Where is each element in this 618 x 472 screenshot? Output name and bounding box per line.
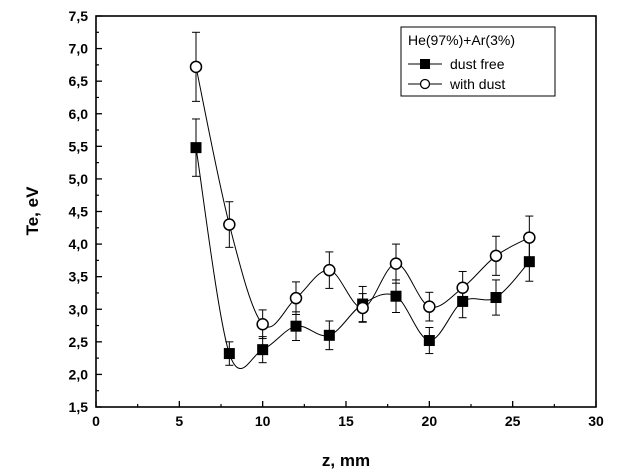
- data-point-dust-free: [423, 335, 435, 347]
- y-tick-label: 3,0: [69, 301, 89, 317]
- legend-marker-with-dust: [419, 78, 431, 90]
- data-point-dust-free: [390, 290, 402, 302]
- y-tick-label: 3,5: [69, 269, 89, 285]
- y-tick-label: 7,0: [69, 41, 89, 57]
- data-point-dust-free: [323, 329, 335, 341]
- y-tick-label: 5,5: [69, 138, 89, 154]
- data-point-with-dust: [189, 60, 203, 74]
- x-tick-label: 15: [338, 413, 354, 429]
- y-axis-title: Te, eV: [23, 186, 42, 235]
- data-point-with-dust: [356, 301, 369, 315]
- data-point-dust-free: [490, 292, 502, 304]
- data-point-with-dust: [489, 249, 503, 263]
- y-tick-label: 4,0: [69, 236, 89, 252]
- legend-marker-dust-free: [420, 59, 430, 69]
- y-tick-label: 5,0: [69, 171, 89, 187]
- y-tick-label: 2,0: [69, 366, 89, 382]
- data-point-dust-free: [523, 256, 535, 268]
- y-tick-label: 2,5: [69, 334, 89, 350]
- x-tick-label: 25: [505, 413, 521, 429]
- x-tick-label: 20: [422, 413, 438, 429]
- data-point-dust-free: [190, 142, 202, 154]
- data-point-with-dust: [256, 317, 269, 331]
- series-line-dust-free: [195, 147, 530, 369]
- y-tick-label: 1,5: [69, 399, 89, 415]
- x-tick-label: 0: [92, 413, 100, 429]
- x-tick-label: 30: [588, 413, 604, 429]
- data-point-with-dust: [223, 218, 236, 231]
- legend: He(97%)+Ar(3%) dust free with dust: [400, 26, 556, 97]
- data-point-dust-free: [290, 320, 302, 332]
- y-tick-label: 6,5: [69, 73, 89, 89]
- data-point-with-dust: [389, 257, 403, 270]
- data-point-dust-free: [223, 348, 235, 360]
- data-point-with-dust: [423, 300, 436, 313]
- legend-label-with-dust: with dust: [449, 76, 505, 92]
- data-point-dust-free: [257, 344, 269, 356]
- y-tick-label: 4,5: [69, 204, 89, 220]
- data-point-with-dust: [523, 231, 536, 244]
- legend-title: He(97%)+Ar(3%): [408, 32, 515, 48]
- series-with-dust: [189, 31, 536, 340]
- data-point-with-dust: [456, 281, 469, 294]
- x-tick-label: 10: [255, 413, 271, 429]
- data-point-with-dust: [323, 263, 336, 277]
- y-tick-label: 7,5: [69, 8, 89, 24]
- data-point-with-dust: [289, 291, 303, 305]
- y-tick-label: 6,0: [69, 106, 89, 122]
- legend-label-dust-free: dust free: [450, 56, 505, 72]
- x-tick-label: 5: [175, 413, 183, 429]
- series-dust-free: [190, 118, 535, 369]
- x-axis-title: z, mm: [322, 451, 370, 470]
